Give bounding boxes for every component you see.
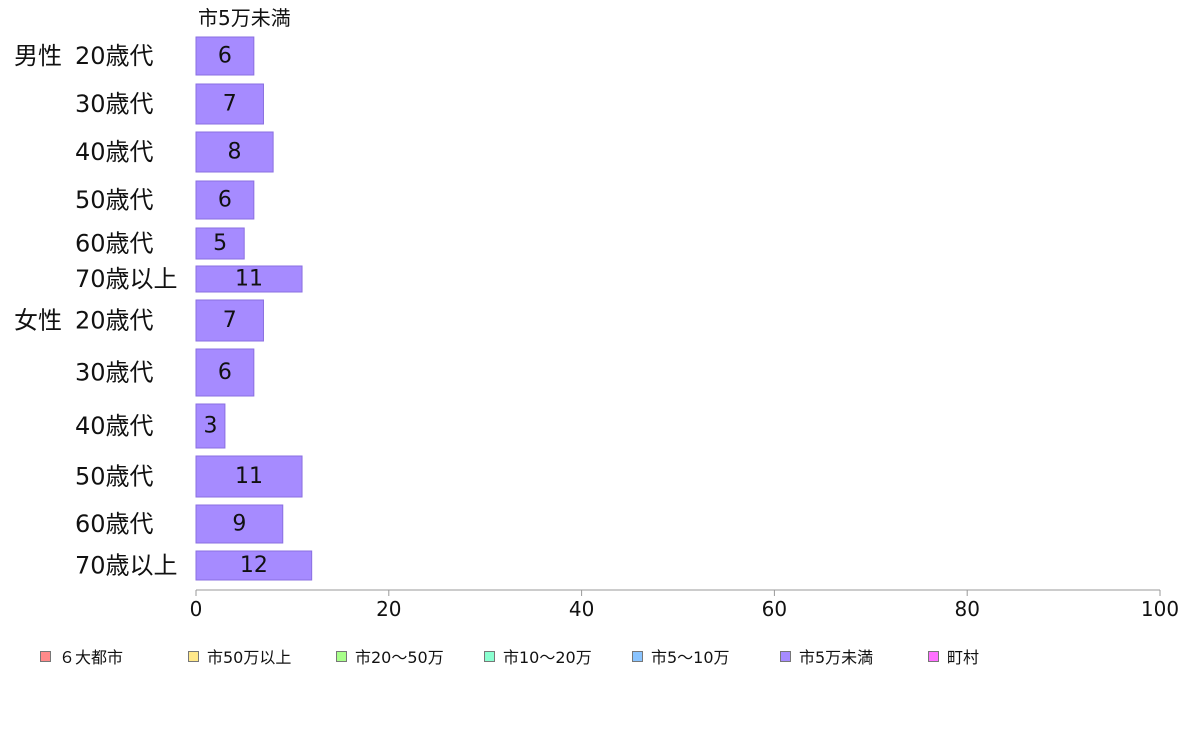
x-tick-label: 40	[569, 597, 594, 621]
x-tick-label: 100	[1141, 597, 1179, 621]
data-label: 5	[213, 231, 227, 256]
bar	[195, 227, 245, 260]
bar	[195, 348, 255, 397]
bar	[195, 36, 255, 76]
legend-swatch	[928, 650, 939, 662]
data-label: 7	[223, 308, 237, 333]
series-header: 市5万未満	[198, 6, 291, 30]
category-label: 40歳代	[75, 412, 154, 440]
bar	[195, 265, 303, 293]
legend-swatch	[484, 650, 495, 662]
category-label: 60歳代	[75, 510, 154, 538]
category-label: 70歳以上	[75, 552, 178, 580]
bar	[195, 180, 255, 220]
data-label: 9	[232, 512, 246, 537]
x-tick-label: 60	[762, 597, 787, 621]
legend-item: 市5～10万	[632, 646, 730, 667]
bar	[195, 455, 303, 498]
category-label: 30歳代	[75, 359, 154, 387]
category-label: 30歳代	[75, 90, 154, 118]
data-label: 3	[203, 414, 217, 439]
category-label: 50歳代	[75, 463, 154, 491]
bar	[195, 403, 226, 449]
legend-label: 町村	[947, 648, 980, 667]
bar	[195, 504, 284, 544]
bar	[195, 131, 274, 173]
legend-item: ６大都市	[40, 646, 124, 667]
legend-swatch	[780, 650, 791, 662]
legend-item: 市20～50万	[336, 646, 444, 667]
bar	[195, 83, 264, 125]
legend-label: 市50万以上	[207, 648, 292, 667]
legend: ６大都市 市50万以上 市20～50万 市10～20万 市5～10万 市5万未満…	[40, 646, 1180, 667]
legend-swatch	[40, 650, 51, 662]
x-tick-label: 0	[190, 597, 203, 621]
x-tick-label: 80	[954, 597, 979, 621]
chart: 市5万未満620歳代男性730歳代840歳代650歳代560歳代1170歳以上7…	[14, 6, 1179, 621]
bar	[195, 299, 264, 342]
legend-label: 市10～20万	[503, 648, 592, 667]
data-label: 6	[218, 360, 232, 385]
legend-label: 市5～10万	[651, 648, 730, 667]
legend-item: 市50万以上	[188, 646, 292, 667]
category-label: 70歳以上	[75, 265, 178, 293]
group-label: 女性	[14, 307, 62, 335]
data-label: 12	[240, 553, 268, 578]
legend-item: 町村	[928, 646, 980, 667]
legend-swatch	[336, 650, 347, 662]
data-label: 6	[218, 188, 232, 213]
legend-swatch	[188, 650, 199, 662]
legend-label: 市5万未満	[799, 648, 874, 667]
legend-label: 市20～50万	[355, 648, 444, 667]
category-label: 40歳代	[75, 138, 154, 166]
group-label: 男性	[14, 42, 62, 70]
data-label: 11	[235, 267, 263, 292]
data-label: 7	[223, 92, 237, 117]
category-label: 50歳代	[75, 186, 154, 214]
data-label: 11	[235, 464, 263, 489]
x-tick-label: 20	[376, 597, 401, 621]
category-label: 60歳代	[75, 230, 154, 258]
data-label: 8	[228, 140, 242, 165]
category-label: 20歳代	[75, 42, 154, 70]
bar	[195, 550, 313, 581]
legend-item: 市10～20万	[484, 646, 592, 667]
legend-swatch	[632, 650, 643, 662]
data-label: 6	[218, 44, 232, 69]
legend-item: 市5万未満	[780, 646, 874, 667]
category-label: 20歳代	[75, 307, 154, 335]
legend-label: ６大都市	[59, 648, 124, 667]
